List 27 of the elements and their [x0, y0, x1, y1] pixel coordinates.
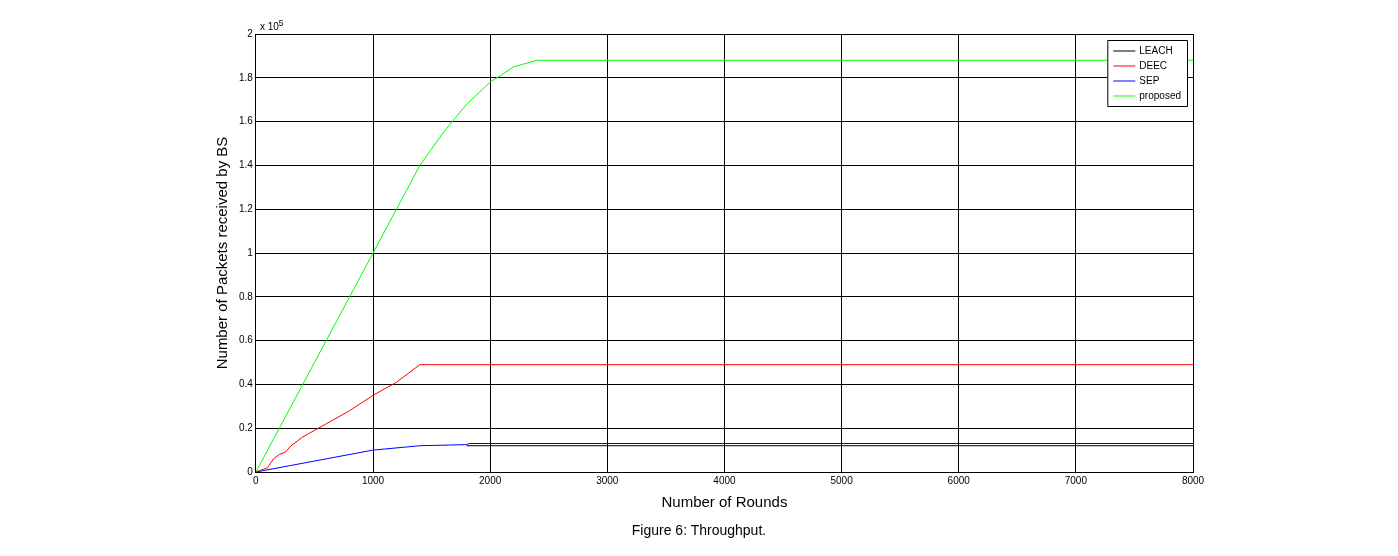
legend-label: SEP	[1139, 74, 1160, 86]
legend-label: proposed	[1139, 89, 1181, 101]
x-axis-title: Number of Rounds	[661, 493, 788, 511]
y-axis-title: Number of Packets received by BS	[213, 136, 231, 370]
x-tick-label: 7000	[1064, 474, 1088, 486]
x-tick-label: 4000	[713, 474, 737, 486]
y-tick-label: 1.8	[239, 71, 254, 83]
x-tick-label: 5000	[830, 474, 854, 486]
text: x 10$^{5}$	[259, 18, 284, 33]
y-tick-label: 1.4	[239, 159, 254, 171]
x-tick-label: 2000	[479, 474, 502, 486]
y-tick-label: 2	[247, 27, 254, 39]
x-tick-label: 3000	[596, 474, 619, 486]
x-tick-label: 8000	[1181, 474, 1205, 486]
y-tick-label: 0	[247, 465, 254, 477]
caption: Figure 6: Throughput.	[630, 522, 768, 538]
y-tick-label: 0.6	[239, 334, 254, 346]
legend-label: LEACH	[1139, 44, 1173, 56]
x-tick-label: 6000	[947, 474, 971, 486]
y-tick-label: 1.6	[239, 115, 254, 127]
x-tick-label: 1000	[361, 474, 385, 486]
y-tick-label: 0.2	[239, 421, 254, 433]
y-tick-label: 0.4	[239, 378, 254, 390]
y-tick-label: 1	[247, 246, 254, 258]
y-tick-label: 1.2	[239, 202, 254, 214]
legend-label: DEEC	[1139, 59, 1168, 71]
y-tick-label: 0.8	[239, 290, 254, 302]
